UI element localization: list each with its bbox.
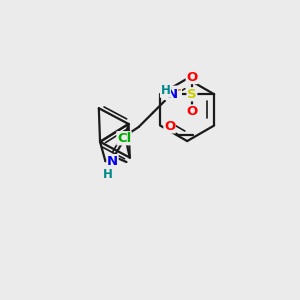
Text: Cl: Cl <box>117 132 131 145</box>
Text: N: N <box>107 154 118 168</box>
Text: H: H <box>103 168 113 181</box>
Text: O: O <box>186 105 197 118</box>
Text: O: O <box>186 70 197 83</box>
Text: O: O <box>164 120 175 133</box>
Text: N: N <box>167 88 178 101</box>
Text: H: H <box>160 84 170 97</box>
Text: S: S <box>187 88 197 101</box>
Text: Br: Br <box>165 86 181 99</box>
